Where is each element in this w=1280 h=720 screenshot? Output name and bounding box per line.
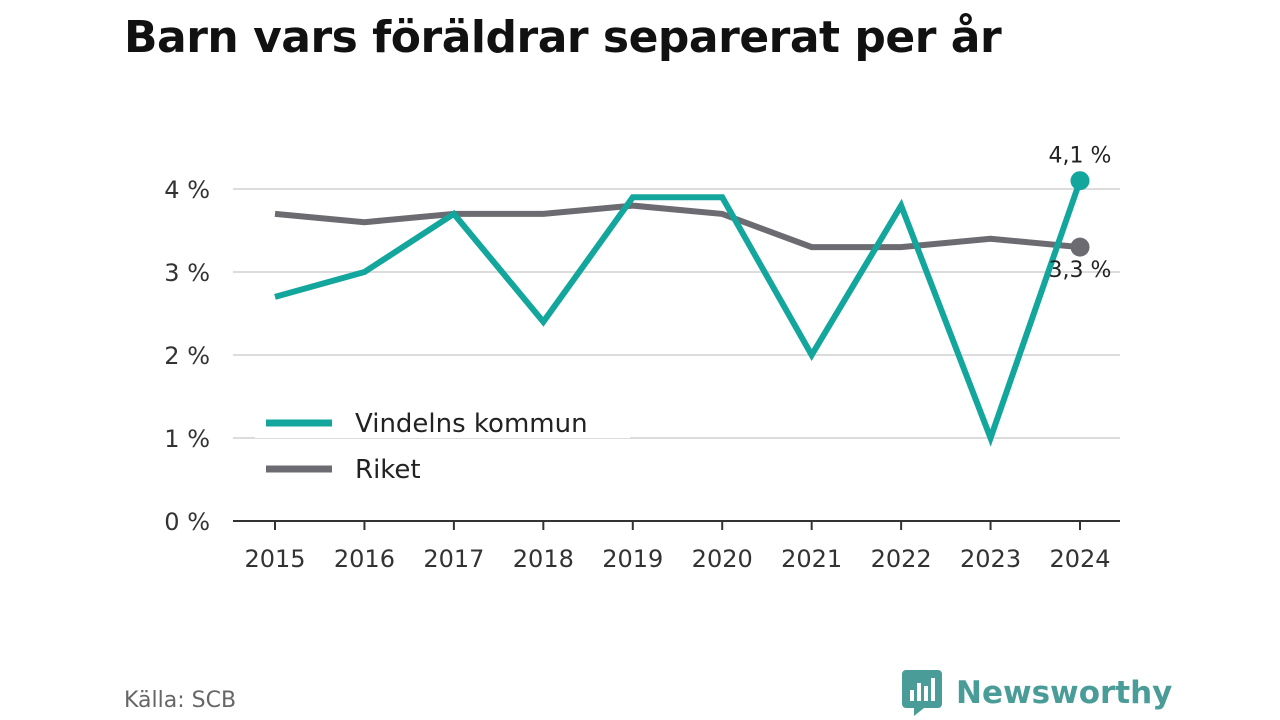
x-axis: [233, 520, 1120, 530]
y-tick-label: 3 %: [164, 259, 210, 287]
x-tick-label: 2019: [602, 545, 663, 573]
end-value-label: 4,1 %: [1049, 144, 1112, 169]
x-tick-label: 2020: [692, 545, 753, 573]
x-axis-ticks: 2015 2016 2017 2018 2019 2020 2021 2022 2023 2024: [244, 545, 1110, 573]
end-point: [1070, 171, 1090, 191]
brand-logo: Newsworthy: [902, 670, 1172, 716]
x-tick-label: 2023: [960, 545, 1021, 573]
x-tick-label: 2021: [781, 545, 842, 573]
x-tick-label: 2016: [334, 545, 395, 573]
x-tick-label: 2018: [513, 545, 574, 573]
series-line: [274, 179, 1083, 447]
y-tick-label: 4 %: [164, 176, 210, 204]
y-axis-ticks: 0 % 1 % 2 % 3 % 4 %: [164, 176, 210, 536]
series-lines: [274, 171, 1090, 447]
series-line: [274, 202, 1081, 251]
end-value-label: 3,3 %: [1049, 258, 1112, 283]
x-tick-label: 2024: [1049, 545, 1110, 573]
chart-title: Barn vars föräldrar separerat per år: [124, 12, 1002, 63]
y-tick-label: 2 %: [164, 342, 210, 370]
y-tick-label: 0 %: [164, 508, 210, 536]
newsworthy-logo-icon: [902, 670, 942, 716]
x-tick-label: 2017: [423, 545, 484, 573]
legend-label: Riket: [355, 455, 421, 485]
legend: Vindelns kommun Riket: [255, 398, 630, 485]
end-point: [1070, 237, 1090, 257]
legend-label: Vindelns kommun: [355, 409, 588, 439]
x-tick-label: 2015: [244, 545, 305, 573]
x-tick-label: 2022: [871, 545, 932, 573]
brand-name: Newsworthy: [956, 675, 1173, 711]
end-labels: 4,1 % 3,3 %: [1049, 144, 1112, 283]
y-tick-label: 1 %: [164, 425, 210, 453]
source-note: Källa: SCB: [124, 688, 237, 713]
legend-backdrop: [255, 398, 630, 438]
